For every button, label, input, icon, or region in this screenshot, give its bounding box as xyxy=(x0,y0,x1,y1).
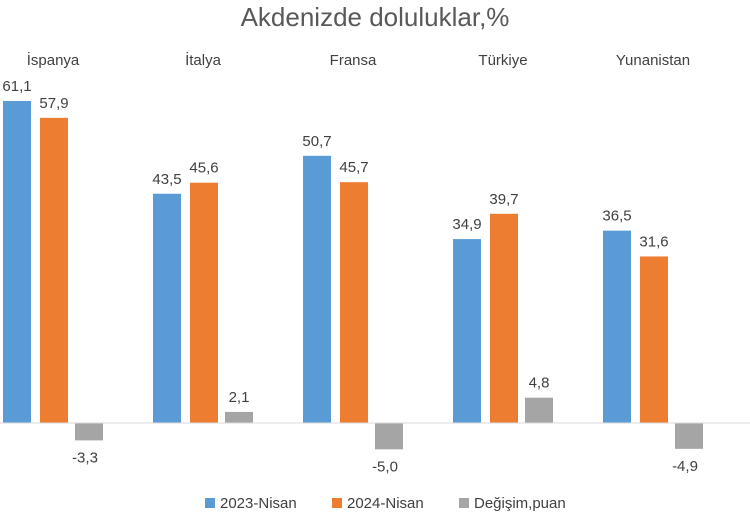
bar-2023-nisan-turkiye xyxy=(453,239,481,423)
value-label-2024-nisan-turkiye: 39,7 xyxy=(489,191,518,208)
bar-degisim-puan-italya xyxy=(225,411,253,423)
value-label-degisim-puan-turkiye: 4,8 xyxy=(529,375,550,392)
bar-2023-nisan-yunanistan xyxy=(603,230,631,423)
legend-swatch-degisim-puan xyxy=(459,498,469,508)
bar-2023-nisan-fransa xyxy=(303,155,331,423)
value-label-2024-nisan-fransa: 45,7 xyxy=(339,159,368,176)
value-label-2023-nisan-italya: 43,5 xyxy=(152,171,181,188)
bar-degisim-puan-yunanistan xyxy=(675,423,703,449)
value-label-degisim-puan-fransa: -5,0 xyxy=(372,458,398,475)
bar-degisim-puan-ispanya xyxy=(75,423,103,441)
value-label-degisim-puan-yunanistan: -4,9 xyxy=(672,458,698,475)
value-label-2024-nisan-yunanistan: 31,6 xyxy=(639,233,668,250)
legend-label-2024-nisan: 2024-Nisan xyxy=(347,495,424,512)
category-label-turkiye: Türkiye xyxy=(478,52,527,69)
bar-degisim-puan-fransa xyxy=(375,423,403,450)
value-label-2023-nisan-ispanya: 61,1 xyxy=(2,78,31,95)
bar-2024-nisan-yunanistan xyxy=(640,256,668,423)
legend-swatch-2024-nisan xyxy=(332,498,342,508)
legend-item-degisim-puan: Değişim,puan xyxy=(459,495,566,512)
legend-item-2024-nisan: 2024-Nisan xyxy=(332,495,424,512)
value-label-degisim-puan-italya: 2,1 xyxy=(229,389,250,406)
bar-2024-nisan-italya xyxy=(190,182,218,423)
category-label-fransa: Fransa xyxy=(330,52,377,69)
legend-label-2023-nisan: 2023-Nisan xyxy=(220,495,297,512)
value-label-2023-nisan-yunanistan: 36,5 xyxy=(602,208,631,225)
value-label-2023-nisan-turkiye: 34,9 xyxy=(452,216,481,233)
legend-swatch-2023-nisan xyxy=(205,498,215,508)
bar-2023-nisan-ispanya xyxy=(3,101,31,423)
category-label-ispanya: İspanya xyxy=(27,51,80,69)
chart-title: Akdenizde doluluklar,% xyxy=(240,2,510,32)
bar-2023-nisan-italya xyxy=(153,193,181,423)
value-label-2024-nisan-ispanya: 57,9 xyxy=(39,95,68,112)
category-label-italya: İtalya xyxy=(185,51,222,69)
value-label-degisim-puan-ispanya: -3,3 xyxy=(72,449,98,466)
legend-item-2023-nisan: 2023-Nisan xyxy=(205,495,297,512)
value-label-2023-nisan-fransa: 50,7 xyxy=(302,133,331,150)
value-label-2024-nisan-italya: 45,6 xyxy=(189,160,218,177)
bar-2024-nisan-ispanya xyxy=(40,117,68,423)
bar-2024-nisan-fransa xyxy=(340,182,368,423)
category-label-yunanistan: Yunanistan xyxy=(616,52,690,69)
bar-2024-nisan-turkiye xyxy=(490,213,518,423)
legend-label-degisim-puan: Değişim,puan xyxy=(474,495,566,512)
bar-degisim-puan-turkiye xyxy=(525,397,553,423)
